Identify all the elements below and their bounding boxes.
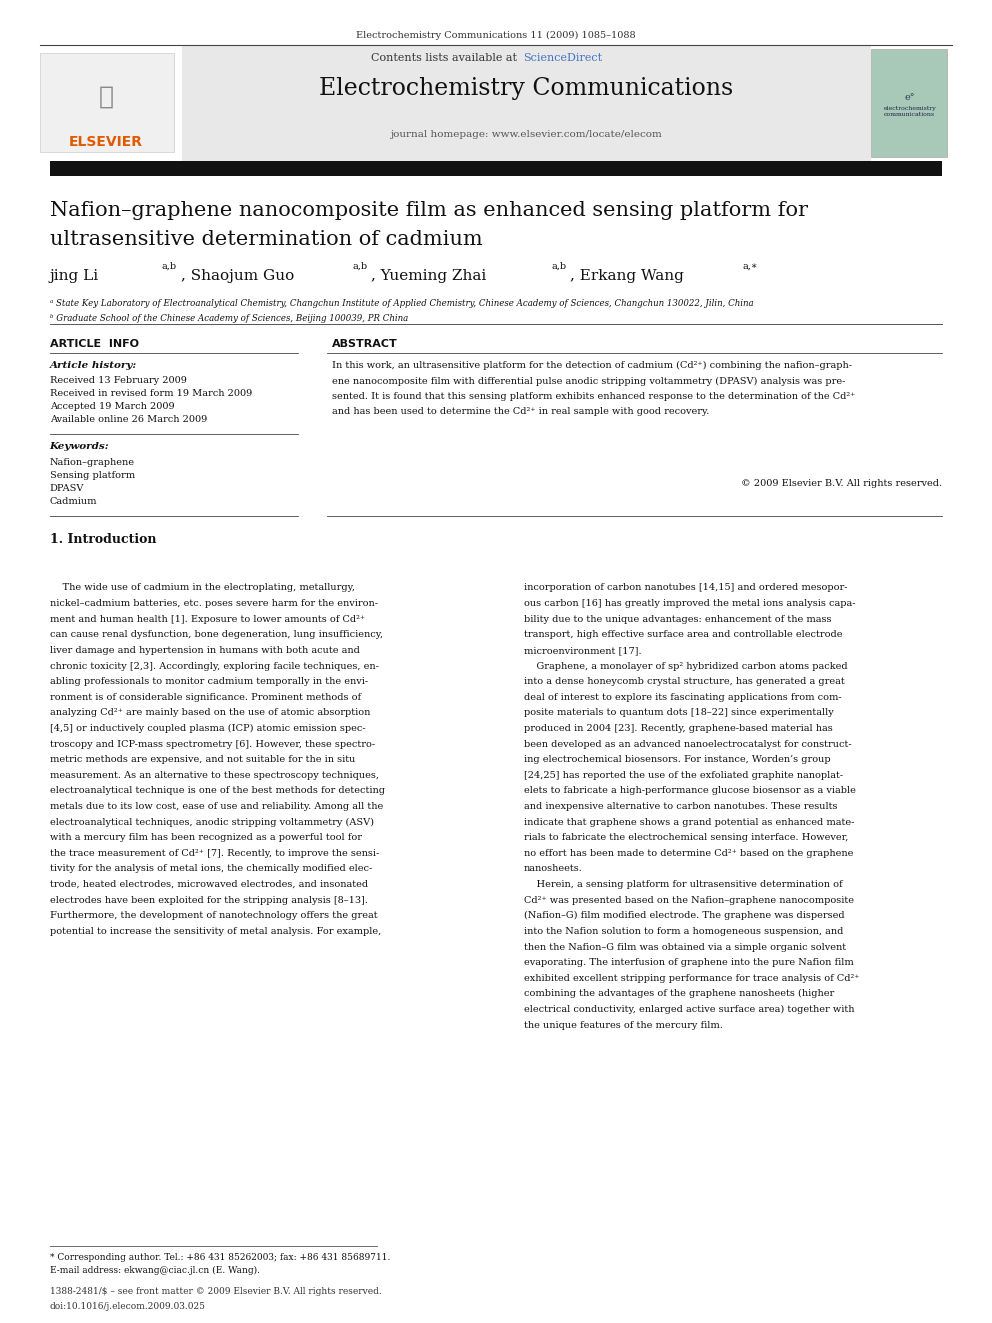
- FancyBboxPatch shape: [182, 45, 871, 161]
- Text: nanosheets.: nanosheets.: [524, 864, 582, 873]
- Text: a,b: a,b: [352, 262, 367, 271]
- Text: can cause renal dysfunction, bone degeneration, lung insufficiency,: can cause renal dysfunction, bone degene…: [50, 630, 383, 639]
- Text: nickel–cadmium batteries, etc. poses severe harm for the environ-: nickel–cadmium batteries, etc. poses sev…: [50, 599, 378, 609]
- Text: the trace measurement of Cd²⁺ [7]. Recently, to improve the sensi-: the trace measurement of Cd²⁺ [7]. Recen…: [50, 849, 379, 857]
- Text: ing electrochemical biosensors. For instance, Worden’s group: ing electrochemical biosensors. For inst…: [524, 755, 830, 765]
- Text: electrodes have been exploited for the stripping analysis [8–13].: electrodes have been exploited for the s…: [50, 896, 368, 905]
- Text: troscopy and ICP-mass spectrometry [6]. However, these spectro-: troscopy and ICP-mass spectrometry [6]. …: [50, 740, 375, 749]
- FancyBboxPatch shape: [50, 161, 942, 176]
- Text: Keywords:: Keywords:: [50, 442, 109, 451]
- Text: ARTICLE  INFO: ARTICLE INFO: [50, 339, 139, 349]
- Text: Herein, a sensing platform for ultrasensitive determination of: Herein, a sensing platform for ultrasens…: [524, 880, 842, 889]
- Text: E-mail address: ekwang@ciac.jl.cn (E. Wang).: E-mail address: ekwang@ciac.jl.cn (E. Wa…: [50, 1266, 260, 1275]
- Text: * Corresponding author. Tel.: +86 431 85262003; fax: +86 431 85689711.: * Corresponding author. Tel.: +86 431 85…: [50, 1253, 390, 1262]
- Text: [24,25] has reported the use of the exfoliated graphite nanoplat-: [24,25] has reported the use of the exfo…: [524, 771, 843, 779]
- Text: Article history:: Article history:: [50, 361, 137, 370]
- Text: Furthermore, the development of nanotechnology offers the great: Furthermore, the development of nanotech…: [50, 912, 377, 921]
- Text: Available online 26 March 2009: Available online 26 March 2009: [50, 415, 207, 425]
- Text: Contents lists available at: Contents lists available at: [371, 53, 521, 64]
- Text: measurement. As an alternative to these spectroscopy techniques,: measurement. As an alternative to these …: [50, 771, 379, 779]
- Text: ScienceDirect: ScienceDirect: [523, 53, 602, 64]
- Text: electrochemistry
communications: electrochemistry communications: [883, 106, 936, 116]
- Text: potential to increase the sensitivity of metal analysis. For example,: potential to increase the sensitivity of…: [50, 927, 381, 935]
- Text: journal homepage: www.elsevier.com/locate/elecom: journal homepage: www.elsevier.com/locat…: [390, 130, 662, 139]
- Text: a,b: a,b: [162, 262, 177, 271]
- Text: DPASV: DPASV: [50, 484, 84, 493]
- Text: posite materials to quantum dots [18–22] since experimentally: posite materials to quantum dots [18–22]…: [524, 708, 833, 717]
- Text: chronic toxicity [2,3]. Accordingly, exploring facile techniques, en-: chronic toxicity [2,3]. Accordingly, exp…: [50, 662, 379, 671]
- Text: Cadmium: Cadmium: [50, 497, 97, 507]
- Text: © 2009 Elsevier B.V. All rights reserved.: © 2009 Elsevier B.V. All rights reserved…: [741, 479, 942, 488]
- Text: been developed as an advanced nanoelectrocatalyst for construct-: been developed as an advanced nanoelectr…: [524, 740, 851, 749]
- Text: then the Nafion–G film was obtained via a simple organic solvent: then the Nafion–G film was obtained via …: [524, 942, 846, 951]
- Text: microenvironment [17].: microenvironment [17].: [524, 646, 642, 655]
- Text: incorporation of carbon nanotubes [14,15] and ordered mesopor-: incorporation of carbon nanotubes [14,15…: [524, 583, 847, 593]
- Text: (Nafion–G) film modified electrode. The graphene was dispersed: (Nafion–G) film modified electrode. The …: [524, 912, 844, 921]
- Text: Cd²⁺ was presented based on the Nafion–graphene nanocomposite: Cd²⁺ was presented based on the Nafion–g…: [524, 896, 854, 905]
- Text: Nafion–graphene: Nafion–graphene: [50, 458, 135, 467]
- Text: the unique features of the mercury film.: the unique features of the mercury film.: [524, 1020, 722, 1029]
- FancyBboxPatch shape: [871, 49, 947, 157]
- Text: transport, high effective surface area and controllable electrode: transport, high effective surface area a…: [524, 630, 842, 639]
- Text: exhibited excellent stripping performance for trace analysis of Cd²⁺: exhibited excellent stripping performanc…: [524, 974, 859, 983]
- Text: indicate that graphene shows a grand potential as enhanced mate-: indicate that graphene shows a grand pot…: [524, 818, 854, 827]
- Text: combining the advantages of the graphene nanosheets (higher: combining the advantages of the graphene…: [524, 990, 834, 999]
- Text: 1388-2481/$ – see front matter © 2009 Elsevier B.V. All rights reserved.: 1388-2481/$ – see front matter © 2009 El…: [50, 1287, 381, 1297]
- Text: ᵃ State Key Laboratory of Electroanalytical Chemistry, Changchun Institute of Ap: ᵃ State Key Laboratory of Electroanalyti…: [50, 299, 753, 308]
- Text: ᵇ Graduate School of the Chinese Academy of Sciences, Beijing 100039, PR China: ᵇ Graduate School of the Chinese Academy…: [50, 314, 408, 323]
- Text: with a mercury film has been recognized as a powerful tool for: with a mercury film has been recognized …: [50, 833, 362, 843]
- Text: ABSTRACT: ABSTRACT: [332, 339, 398, 349]
- FancyBboxPatch shape: [40, 53, 174, 152]
- Text: 1. Introduction: 1. Introduction: [50, 533, 156, 546]
- Text: trode, heated electrodes, microwaved electrodes, and insonated: trode, heated electrodes, microwaved ele…: [50, 880, 368, 889]
- Text: into a dense honeycomb crystal structure, has generated a great: into a dense honeycomb crystal structure…: [524, 677, 844, 687]
- Text: a,∗: a,∗: [742, 262, 758, 271]
- Text: ultrasensitive determination of cadmium: ultrasensitive determination of cadmium: [50, 230, 482, 249]
- Text: abling professionals to monitor cadmium temporally in the envi-: abling professionals to monitor cadmium …: [50, 677, 368, 687]
- Text: Electrochemistry Communications: Electrochemistry Communications: [318, 77, 733, 99]
- Text: tivity for the analysis of metal ions, the chemically modified elec-: tivity for the analysis of metal ions, t…: [50, 864, 372, 873]
- Text: Electrochemistry Communications 11 (2009) 1085–1088: Electrochemistry Communications 11 (2009…: [356, 30, 636, 40]
- Text: [4,5] or inductively coupled plasma (ICP) atomic emission spec-: [4,5] or inductively coupled plasma (ICP…: [50, 724, 365, 733]
- Text: 🌳: 🌳: [98, 85, 114, 108]
- Text: elets to fabricate a high-performance glucose biosensor as a viable: elets to fabricate a high-performance gl…: [524, 786, 856, 795]
- Text: metric methods are expensive, and not suitable for the in situ: metric methods are expensive, and not su…: [50, 755, 355, 765]
- Text: , Erkang Wang: , Erkang Wang: [570, 269, 689, 283]
- Text: jing Li: jing Li: [50, 269, 103, 283]
- Text: ment and human health [1]. Exposure to lower amounts of Cd²⁺: ment and human health [1]. Exposure to l…: [50, 615, 365, 623]
- Text: e°: e°: [905, 93, 915, 102]
- Text: evaporating. The interfusion of graphene into the pure Nafion film: evaporating. The interfusion of graphene…: [524, 958, 853, 967]
- Text: The wide use of cadmium in the electroplating, metallurgy,: The wide use of cadmium in the electropl…: [50, 583, 354, 593]
- Text: doi:10.1016/j.elecom.2009.03.025: doi:10.1016/j.elecom.2009.03.025: [50, 1302, 205, 1311]
- Text: Sensing platform: Sensing platform: [50, 471, 135, 480]
- Text: ous carbon [16] has greatly improved the metal ions analysis capa-: ous carbon [16] has greatly improved the…: [524, 599, 855, 609]
- Text: ene nanocomposite film with differential pulse anodic stripping voltammetry (DPA: ene nanocomposite film with differential…: [332, 376, 846, 385]
- Text: bility due to the unique advantages: enhancement of the mass: bility due to the unique advantages: enh…: [524, 615, 831, 623]
- Text: sented. It is found that this sensing platform exhibits enhanced response to the: sented. It is found that this sensing pl…: [332, 392, 856, 401]
- Text: analyzing Cd²⁺ are mainly based on the use of atomic absorption: analyzing Cd²⁺ are mainly based on the u…: [50, 708, 370, 717]
- Text: In this work, an ultrasensitive platform for the detection of cadmium (Cd²⁺) com: In this work, an ultrasensitive platform…: [332, 361, 852, 370]
- Text: produced in 2004 [23]. Recently, graphene-based material has: produced in 2004 [23]. Recently, graphen…: [524, 724, 832, 733]
- Text: Accepted 19 March 2009: Accepted 19 March 2009: [50, 402, 175, 411]
- Text: Received 13 February 2009: Received 13 February 2009: [50, 376, 186, 385]
- Text: metals due to its low cost, ease of use and reliability. Among all the: metals due to its low cost, ease of use …: [50, 802, 383, 811]
- Text: , Shaojum Guo: , Shaojum Guo: [181, 269, 299, 283]
- Text: Nafion–graphene nanocomposite film as enhanced sensing platform for: Nafion–graphene nanocomposite film as en…: [50, 201, 807, 220]
- Text: electrical conductivity, enlarged active surface area) together with: electrical conductivity, enlarged active…: [524, 1005, 854, 1013]
- Text: a,b: a,b: [552, 262, 566, 271]
- Text: and inexpensive alternative to carbon nanotubes. These results: and inexpensive alternative to carbon na…: [524, 802, 837, 811]
- Text: and has been used to determine the Cd²⁺ in real sample with good recovery.: and has been used to determine the Cd²⁺ …: [332, 407, 709, 415]
- Text: electroanalytical technique is one of the best methods for detecting: electroanalytical technique is one of th…: [50, 786, 385, 795]
- Text: liver damage and hypertension in humans with both acute and: liver damage and hypertension in humans …: [50, 646, 359, 655]
- Text: no effort has been made to determine Cd²⁺ based on the graphene: no effort has been made to determine Cd²…: [524, 849, 853, 857]
- Text: ELSEVIER: ELSEVIER: [69, 135, 143, 149]
- Text: deal of interest to explore its fascinating applications from com-: deal of interest to explore its fascinat…: [524, 693, 841, 701]
- Text: Received in revised form 19 March 2009: Received in revised form 19 March 2009: [50, 389, 252, 398]
- Text: electroanalytical techniques, anodic stripping voltammetry (ASV): electroanalytical techniques, anodic str…: [50, 818, 374, 827]
- Text: ronment is of considerable significance. Prominent methods of: ronment is of considerable significance.…: [50, 693, 361, 701]
- Text: rials to fabricate the electrochemical sensing interface. However,: rials to fabricate the electrochemical s…: [524, 833, 848, 843]
- Text: into the Nafion solution to form a homogeneous suspension, and: into the Nafion solution to form a homog…: [524, 927, 843, 935]
- Text: Graphene, a monolayer of sp² hybridized carbon atoms packed: Graphene, a monolayer of sp² hybridized …: [524, 662, 847, 671]
- Text: , Yueming Zhai: , Yueming Zhai: [371, 269, 491, 283]
